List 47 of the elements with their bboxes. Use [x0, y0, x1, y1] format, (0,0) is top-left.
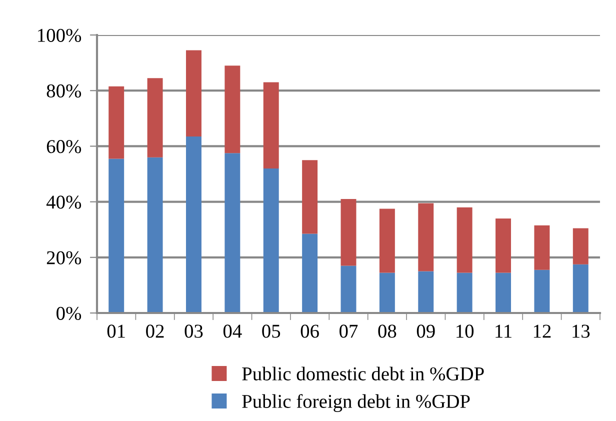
y-tick-label: 0% — [56, 306, 82, 320]
bar — [572, 228, 588, 264]
bar — [534, 270, 550, 313]
y-tick-label: 100% — [38, 28, 82, 42]
x-tick-label: 10 — [456, 324, 474, 338]
x-tick-label: 02 — [146, 324, 164, 338]
bar — [108, 158, 124, 313]
bar — [379, 272, 395, 313]
bar — [108, 86, 124, 159]
bar — [572, 264, 588, 313]
y-tick-label: 40% — [46, 196, 82, 209]
bar — [147, 78, 163, 158]
x-tick-label: 03 — [184, 324, 203, 338]
bar — [496, 218, 512, 273]
legend-label: Public domestic debt in %GDP — [242, 366, 484, 381]
bar — [340, 199, 356, 266]
x-tick-label: 12 — [534, 324, 551, 338]
bar — [186, 136, 202, 313]
bar — [534, 225, 550, 270]
bar — [456, 207, 472, 273]
x-tick-label: 05 — [262, 324, 280, 338]
bar — [456, 272, 472, 313]
x-tick-label: 08 — [378, 324, 396, 338]
bar — [302, 234, 318, 313]
x-tick-label: 01 — [107, 324, 125, 338]
y-tick-label: 60% — [46, 140, 82, 154]
bar — [340, 266, 356, 313]
y-tick-label: 20% — [46, 251, 82, 264]
x-tick-label: 11 — [496, 324, 512, 338]
bar — [302, 160, 318, 234]
x-tick-label: 04 — [223, 324, 242, 338]
x-tick-label: 07 — [340, 324, 358, 338]
bar — [496, 272, 512, 313]
bar — [224, 66, 240, 154]
bar — [263, 82, 279, 168]
x-tick-label: 13 — [572, 324, 590, 338]
x-tick-label: 09 — [416, 324, 435, 338]
x-tick-label: 06 — [300, 324, 319, 338]
bar — [186, 50, 202, 136]
bar — [379, 208, 395, 273]
y-tick-label: 80% — [46, 84, 82, 98]
bar — [418, 203, 434, 272]
legend-label: Public foreign debt in %GDP — [242, 394, 470, 412]
bar — [147, 157, 163, 313]
bar — [224, 153, 240, 313]
bar — [418, 271, 434, 313]
bar — [263, 168, 279, 313]
